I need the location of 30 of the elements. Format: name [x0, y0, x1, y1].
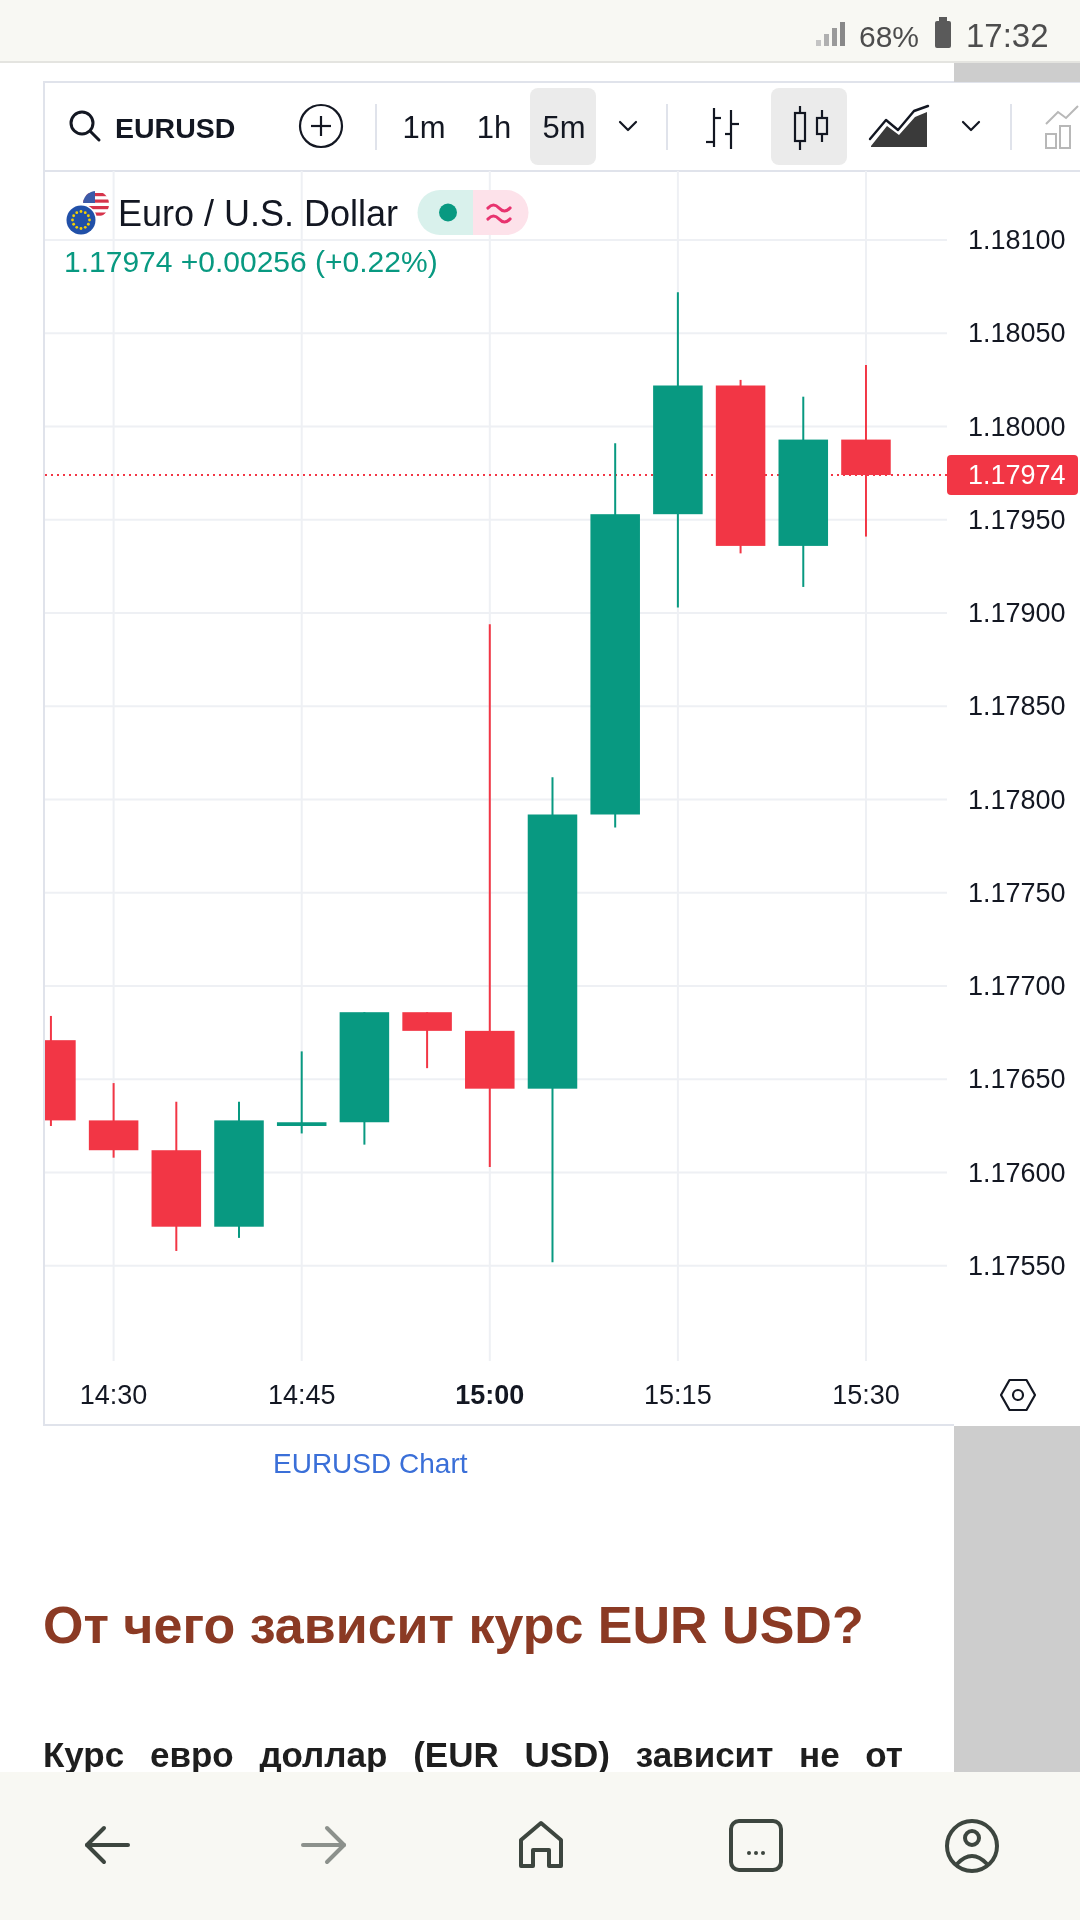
text: EURUSD	[115, 112, 236, 144]
y-tick-label: 1.17750	[968, 877, 1066, 908]
text: EURUSD Chart	[273, 1448, 468, 1479]
y-tick-label: 1.17950	[968, 504, 1066, 535]
x-tick-label: 14:45	[267, 1380, 336, 1410]
x-tick-label: 15:00	[455, 1380, 525, 1410]
text: 1m	[402, 110, 446, 145]
ref-line-label: 1.17974	[968, 460, 1066, 491]
x-tick-label: 15:15	[644, 1380, 712, 1410]
text: Euro / U.S. Dollar	[118, 193, 399, 234]
text: От чего зависит курс EUR USD?	[43, 1596, 864, 1654]
y-tick-label: 1.18100	[968, 225, 1066, 256]
text: 5m	[542, 110, 586, 145]
y-tick-label: 1.17800	[968, 784, 1066, 815]
x-tick-label: 14:30	[79, 1380, 148, 1410]
text: 68%	[859, 20, 920, 53]
y-tick-label: 1.17850	[968, 691, 1066, 722]
y-tick-label: 1.17650	[968, 1064, 1066, 1095]
text: 17:32	[966, 17, 1049, 54]
x-tick-label: 15:30	[832, 1380, 900, 1410]
y-tick-label: 1.17900	[968, 598, 1066, 629]
candlestick	[276, 1050, 327, 1135]
y-tick-label: 1.18000	[968, 411, 1066, 442]
text: 1.17974 +0.00256 (+0.22%)	[64, 245, 438, 278]
y-tick-label: 1.17600	[968, 1157, 1066, 1188]
y-tick-label: 1.17550	[968, 1250, 1066, 1281]
y-tick-label: 1.18050	[968, 318, 1066, 349]
text: Курс евро доллар (EUR USD) зависит не от	[43, 1735, 903, 1774]
text: 1h	[476, 110, 512, 145]
y-tick-label: 1.17700	[968, 971, 1066, 1002]
